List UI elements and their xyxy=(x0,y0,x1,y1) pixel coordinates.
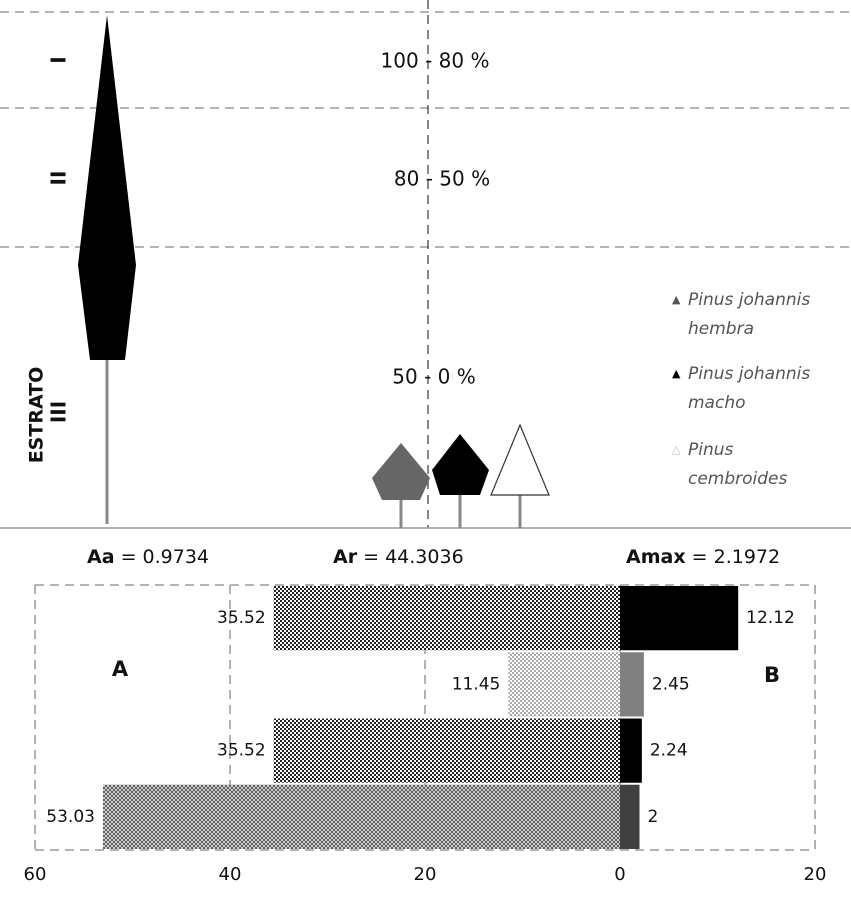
data-label: 2.45 xyxy=(652,674,690,694)
index-value: = 44.3036 xyxy=(363,546,464,568)
tree-crown xyxy=(78,15,136,360)
series-name: A xyxy=(112,657,129,681)
legend-marker: △ xyxy=(672,443,681,456)
bar-chart: 60 40 20 0 20 35.52 11.45 35.52 53.03 12.12 2.45 2.… xyxy=(24,585,827,885)
index-name: Amax xyxy=(626,546,686,568)
bar xyxy=(508,652,620,717)
data-label: 35.52 xyxy=(217,741,266,761)
index: Ar = 44.3036 xyxy=(333,546,464,568)
legend-entry: Pinus johannis hembra xyxy=(688,290,811,339)
bar xyxy=(620,652,644,717)
index: Amax = 2.1972 xyxy=(626,546,780,568)
index-name: Ar xyxy=(333,546,358,568)
tree-crown xyxy=(432,434,489,495)
bar xyxy=(620,718,642,783)
stratum-range: 50 - 0 % xyxy=(392,365,475,389)
index-name: Aa xyxy=(87,546,115,568)
index-value: = 0.9734 xyxy=(121,546,209,568)
data-label: 2 xyxy=(648,807,659,827)
data-label: 35.52 xyxy=(217,608,266,628)
bar xyxy=(273,718,620,783)
index: Aa = 0.9734 xyxy=(87,546,209,568)
series-name: B xyxy=(764,663,780,687)
legend-entry: Pinus cembroides xyxy=(688,440,788,489)
legend-marker: ▲ xyxy=(672,293,681,306)
data-label: 53.03 xyxy=(46,807,95,827)
x-tick-label: 20 xyxy=(414,864,437,885)
legend-entry: Pinus johannis macho xyxy=(688,364,811,413)
legend-marker: ▲ xyxy=(672,367,681,380)
stratum-numeral: II xyxy=(47,171,71,186)
index-value: = 2.1972 xyxy=(692,546,780,568)
stratum-range: 100 - 80 % xyxy=(381,49,490,73)
axis-label: ESTRATO xyxy=(26,367,48,464)
stratum-numeral: III xyxy=(47,401,71,423)
bar xyxy=(620,586,739,651)
data-label: 11.45 xyxy=(452,674,501,694)
stratum-numeral: I xyxy=(47,56,71,63)
data-label: 2.24 xyxy=(650,741,688,761)
x-tick-label: 0 xyxy=(614,864,625,885)
stratum-range: 80 - 50 % xyxy=(394,167,490,191)
bar xyxy=(273,586,620,651)
tree-crown xyxy=(490,423,550,496)
bar xyxy=(620,784,640,849)
x-tick-label: 40 xyxy=(219,864,242,885)
x-tick-label: 60 xyxy=(24,864,47,885)
bar xyxy=(102,784,620,849)
data-label: 12.12 xyxy=(746,608,795,628)
tree-crown xyxy=(372,443,430,500)
x-tick-label: 20 xyxy=(804,864,827,885)
